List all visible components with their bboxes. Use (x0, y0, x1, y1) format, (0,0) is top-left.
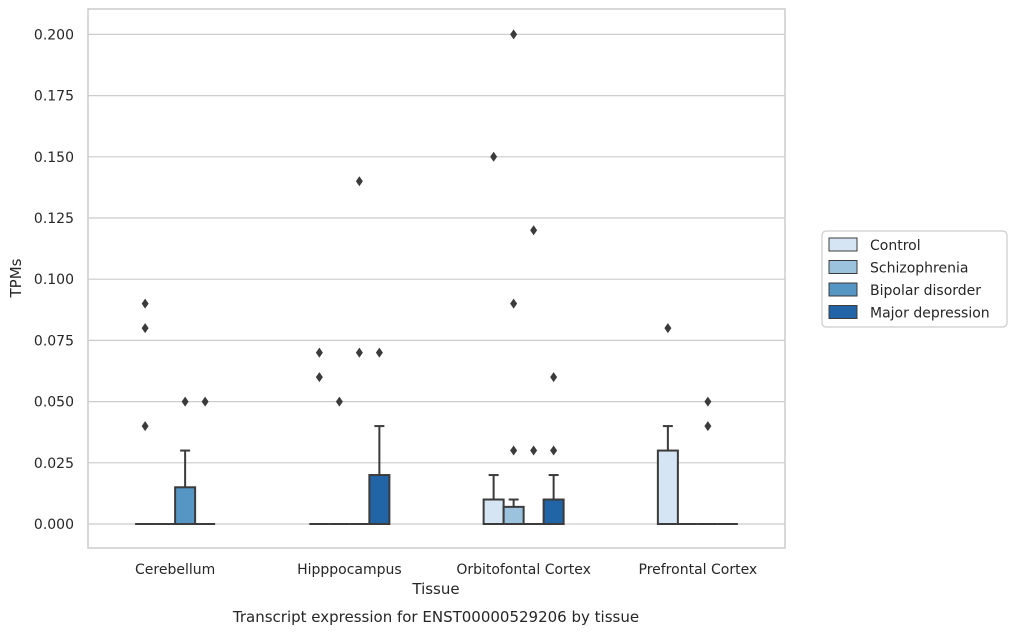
x-tick-label: Orbitofontal Cortex (456, 562, 591, 578)
plot-layer (135, 29, 738, 526)
box (656, 449, 679, 525)
box (368, 474, 391, 526)
outlier-point (315, 372, 323, 383)
outlier-point (550, 372, 558, 383)
x-tick-label: Cerebellum (135, 562, 215, 578)
x-tick-label: Hipppocampus (297, 562, 402, 578)
y-tick-label: 0.200 (34, 27, 74, 43)
x-tick-label: Prefrontal Cortex (639, 562, 758, 578)
x-axis-label: Tissue (411, 580, 459, 598)
y-tick-label: 0.175 (34, 89, 74, 105)
legend-label: Schizophrenia (870, 261, 968, 277)
outlier-point (141, 298, 149, 309)
outlier-point (201, 396, 209, 407)
axis-layer: 0.000 0.025 0.050 0.075 0.100 0.125 0.150 0.175… (34, 27, 757, 578)
outlier-point (355, 176, 363, 187)
legend: Control Schizophrenia Bipolar disorder Majo… (821, 230, 1008, 328)
outlier-point (530, 445, 538, 456)
outlier-point (664, 323, 672, 334)
outlier-point (530, 225, 538, 236)
y-tick-label: 0.000 (34, 517, 74, 533)
box (174, 486, 197, 525)
legend-label: Control (870, 238, 921, 254)
outlier-point (490, 151, 498, 162)
legend-swatch (828, 260, 858, 274)
outlier-point (550, 445, 558, 456)
y-tick-label: 0.100 (34, 272, 74, 288)
y-tick-label: 0.050 (34, 395, 74, 411)
outlier-point (510, 445, 518, 456)
outlier-point (704, 396, 712, 407)
outlier-point (335, 396, 343, 407)
outlier-point (141, 421, 149, 432)
legend-swatch (828, 237, 858, 252)
chart-title: Transcript expression for ENST0000052920… (232, 608, 639, 626)
y-tick-label: 0.125 (34, 211, 74, 227)
legend-label: Bipolar disorder (870, 283, 981, 299)
outlier-point (181, 396, 189, 407)
outlier-point (510, 298, 518, 309)
grid-layer (88, 33, 785, 525)
outlier-point (315, 347, 323, 358)
outlier-point (510, 29, 518, 40)
legend-swatch (828, 305, 858, 319)
y-tick-label: 0.150 (34, 150, 74, 166)
y-tick-label: 0.025 (34, 456, 74, 472)
outlier-point (375, 347, 383, 358)
outlier-point (141, 323, 149, 334)
box (542, 498, 565, 525)
outlier-point (704, 421, 712, 432)
legend-frame (821, 230, 1008, 328)
plot-frame (87, 8, 786, 549)
box (482, 498, 505, 525)
outlier-point (355, 347, 363, 358)
y-tick-label: 0.075 (34, 333, 74, 349)
y-axis-label: TPMs (7, 258, 25, 298)
legend-label: Major depression (870, 306, 990, 322)
frame-layer (87, 8, 786, 549)
legend-swatch (828, 282, 858, 297)
box (502, 505, 525, 526)
